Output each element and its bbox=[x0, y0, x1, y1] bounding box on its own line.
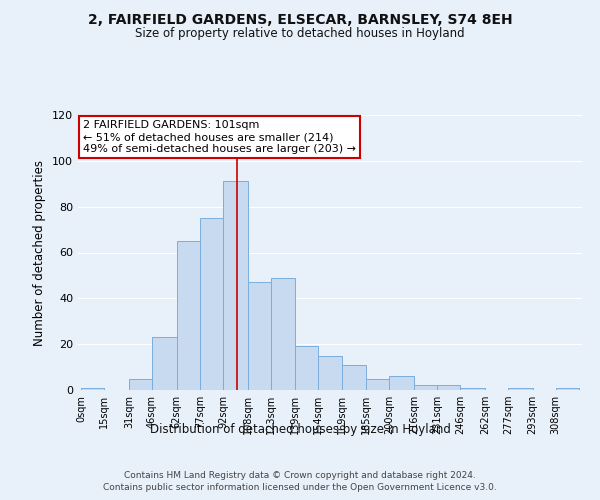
Bar bbox=[129, 378, 152, 390]
Bar bbox=[152, 338, 176, 390]
Bar bbox=[437, 386, 460, 390]
Bar bbox=[200, 218, 223, 390]
Bar bbox=[223, 182, 248, 390]
Text: Contains HM Land Registry data © Crown copyright and database right 2024.: Contains HM Land Registry data © Crown c… bbox=[124, 471, 476, 480]
Bar bbox=[319, 356, 341, 390]
Bar bbox=[271, 278, 295, 390]
Bar bbox=[508, 388, 533, 390]
Bar bbox=[389, 376, 414, 390]
Bar bbox=[341, 365, 366, 390]
Text: 2 FAIRFIELD GARDENS: 101sqm
← 51% of detached houses are smaller (214)
49% of se: 2 FAIRFIELD GARDENS: 101sqm ← 51% of det… bbox=[83, 120, 356, 154]
Bar bbox=[556, 388, 579, 390]
Bar bbox=[414, 386, 437, 390]
Text: Size of property relative to detached houses in Hoyland: Size of property relative to detached ho… bbox=[135, 28, 465, 40]
Text: Distribution of detached houses by size in Hoyland: Distribution of detached houses by size … bbox=[149, 422, 451, 436]
Bar bbox=[366, 378, 389, 390]
Bar bbox=[460, 388, 485, 390]
Text: 2, FAIRFIELD GARDENS, ELSECAR, BARNSLEY, S74 8EH: 2, FAIRFIELD GARDENS, ELSECAR, BARNSLEY,… bbox=[88, 12, 512, 26]
Bar bbox=[295, 346, 319, 390]
Bar bbox=[248, 282, 271, 390]
Bar bbox=[81, 388, 104, 390]
Y-axis label: Number of detached properties: Number of detached properties bbox=[34, 160, 46, 346]
Text: Contains public sector information licensed under the Open Government Licence v3: Contains public sector information licen… bbox=[103, 484, 497, 492]
Bar bbox=[176, 241, 200, 390]
